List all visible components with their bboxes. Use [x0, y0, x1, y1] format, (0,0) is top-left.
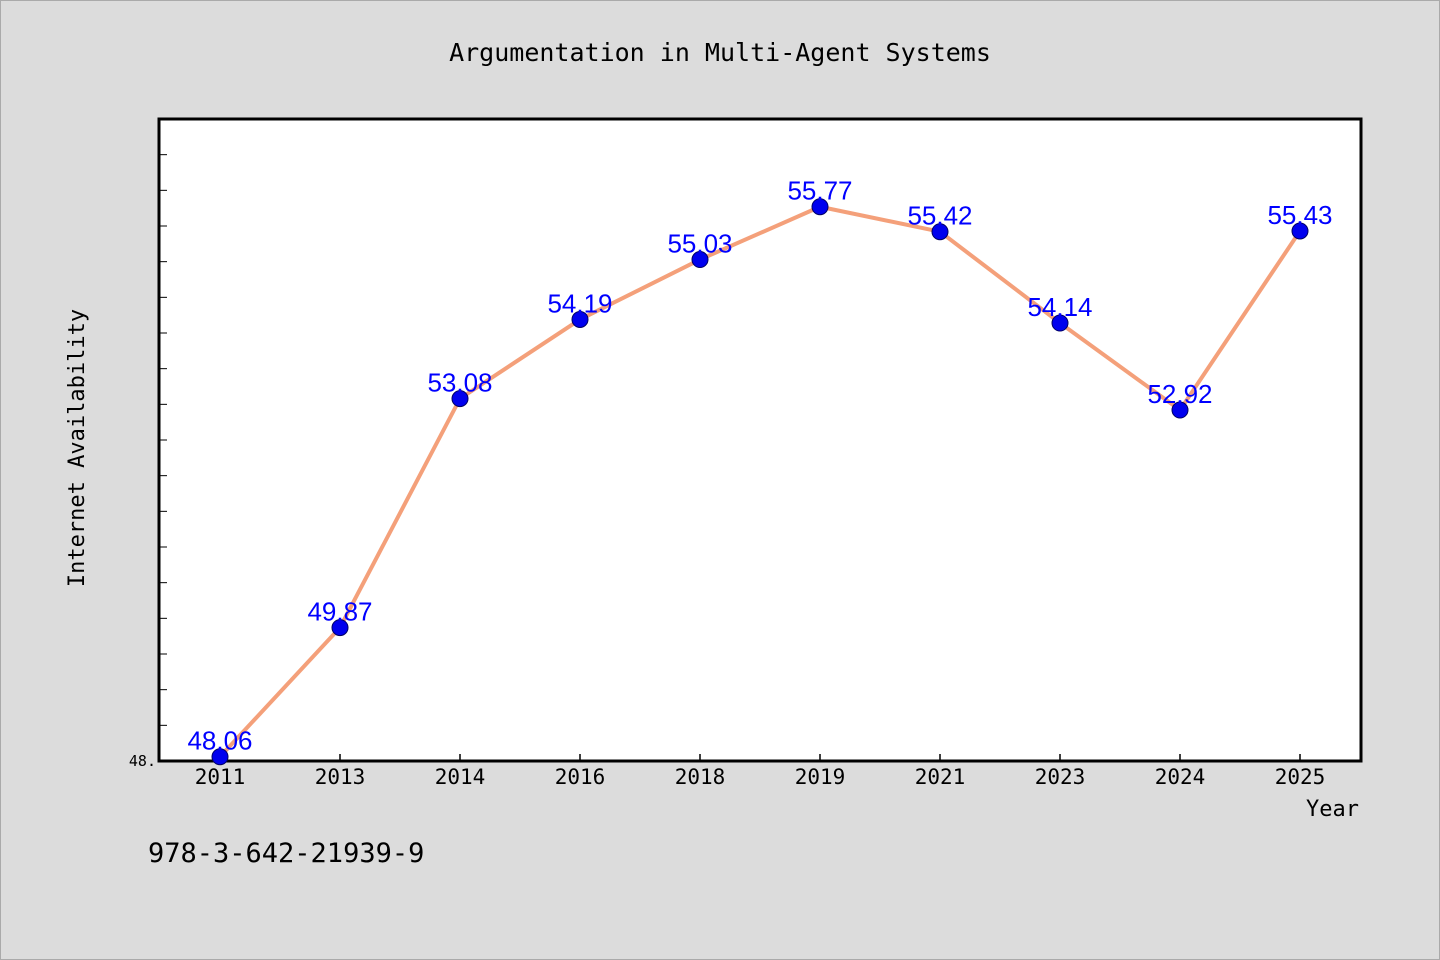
chart-title: Argumentation in Multi-Agent Systems [449, 38, 991, 67]
x-tick-label: 2018 [675, 765, 726, 789]
data-point [1051, 314, 1069, 332]
data-point [1291, 222, 1309, 240]
data-label: 55.77 [787, 176, 852, 206]
data-label: 49.87 [307, 597, 372, 627]
x-tick-label: 2016 [555, 765, 606, 789]
x-axis-ticks [219, 754, 1301, 761]
x-tick-label: 2025 [1275, 765, 1326, 789]
data-labels-group: 48.06 49.87 53.08 54.19 55.03 55.77 55.42 54.14… [187, 176, 1332, 756]
data-label: 52.92 [1147, 379, 1212, 409]
data-label: 48.06 [187, 726, 252, 756]
data-point [1171, 401, 1189, 419]
x-tick-label: 2023 [1035, 765, 1086, 789]
data-label: 55.43 [1267, 200, 1332, 230]
x-axis-title: Year [1306, 797, 1359, 822]
data-label: 53.08 [427, 368, 492, 398]
x-axis-tick-labels: 2011 2013 2014 2016 2018 2019 2021 2023 2024 2025 [195, 765, 1326, 789]
data-point [451, 390, 469, 408]
data-label: 54.19 [547, 288, 612, 318]
data-point [571, 310, 589, 328]
x-tick-label: 2019 [795, 765, 846, 789]
data-label: 54.14 [1027, 292, 1092, 322]
plot-area [157, 117, 1363, 763]
data-point [691, 251, 709, 269]
x-tick-label: 2024 [1155, 765, 1206, 789]
x-tick-label: 2011 [195, 765, 246, 789]
series-markers-group [211, 198, 1309, 766]
y-axis-ticks [159, 118, 167, 762]
x-tick-label: 2013 [315, 765, 366, 789]
data-point [931, 223, 949, 241]
data-label: 55.03 [667, 229, 732, 259]
y-tick-label: 48. [129, 752, 156, 770]
x-tick-label: 2021 [915, 765, 966, 789]
y-axis-title: Internet Availability [65, 309, 90, 587]
data-point [331, 619, 349, 637]
x-tick-label: 2014 [435, 765, 486, 789]
series-line-group [218, 204, 1302, 759]
data-point [211, 748, 229, 766]
series-line [218, 204, 1302, 759]
data-point [811, 198, 829, 216]
isbn-footer: 978-3-642-21939-9 [148, 838, 424, 869]
data-label: 55.42 [907, 201, 972, 231]
